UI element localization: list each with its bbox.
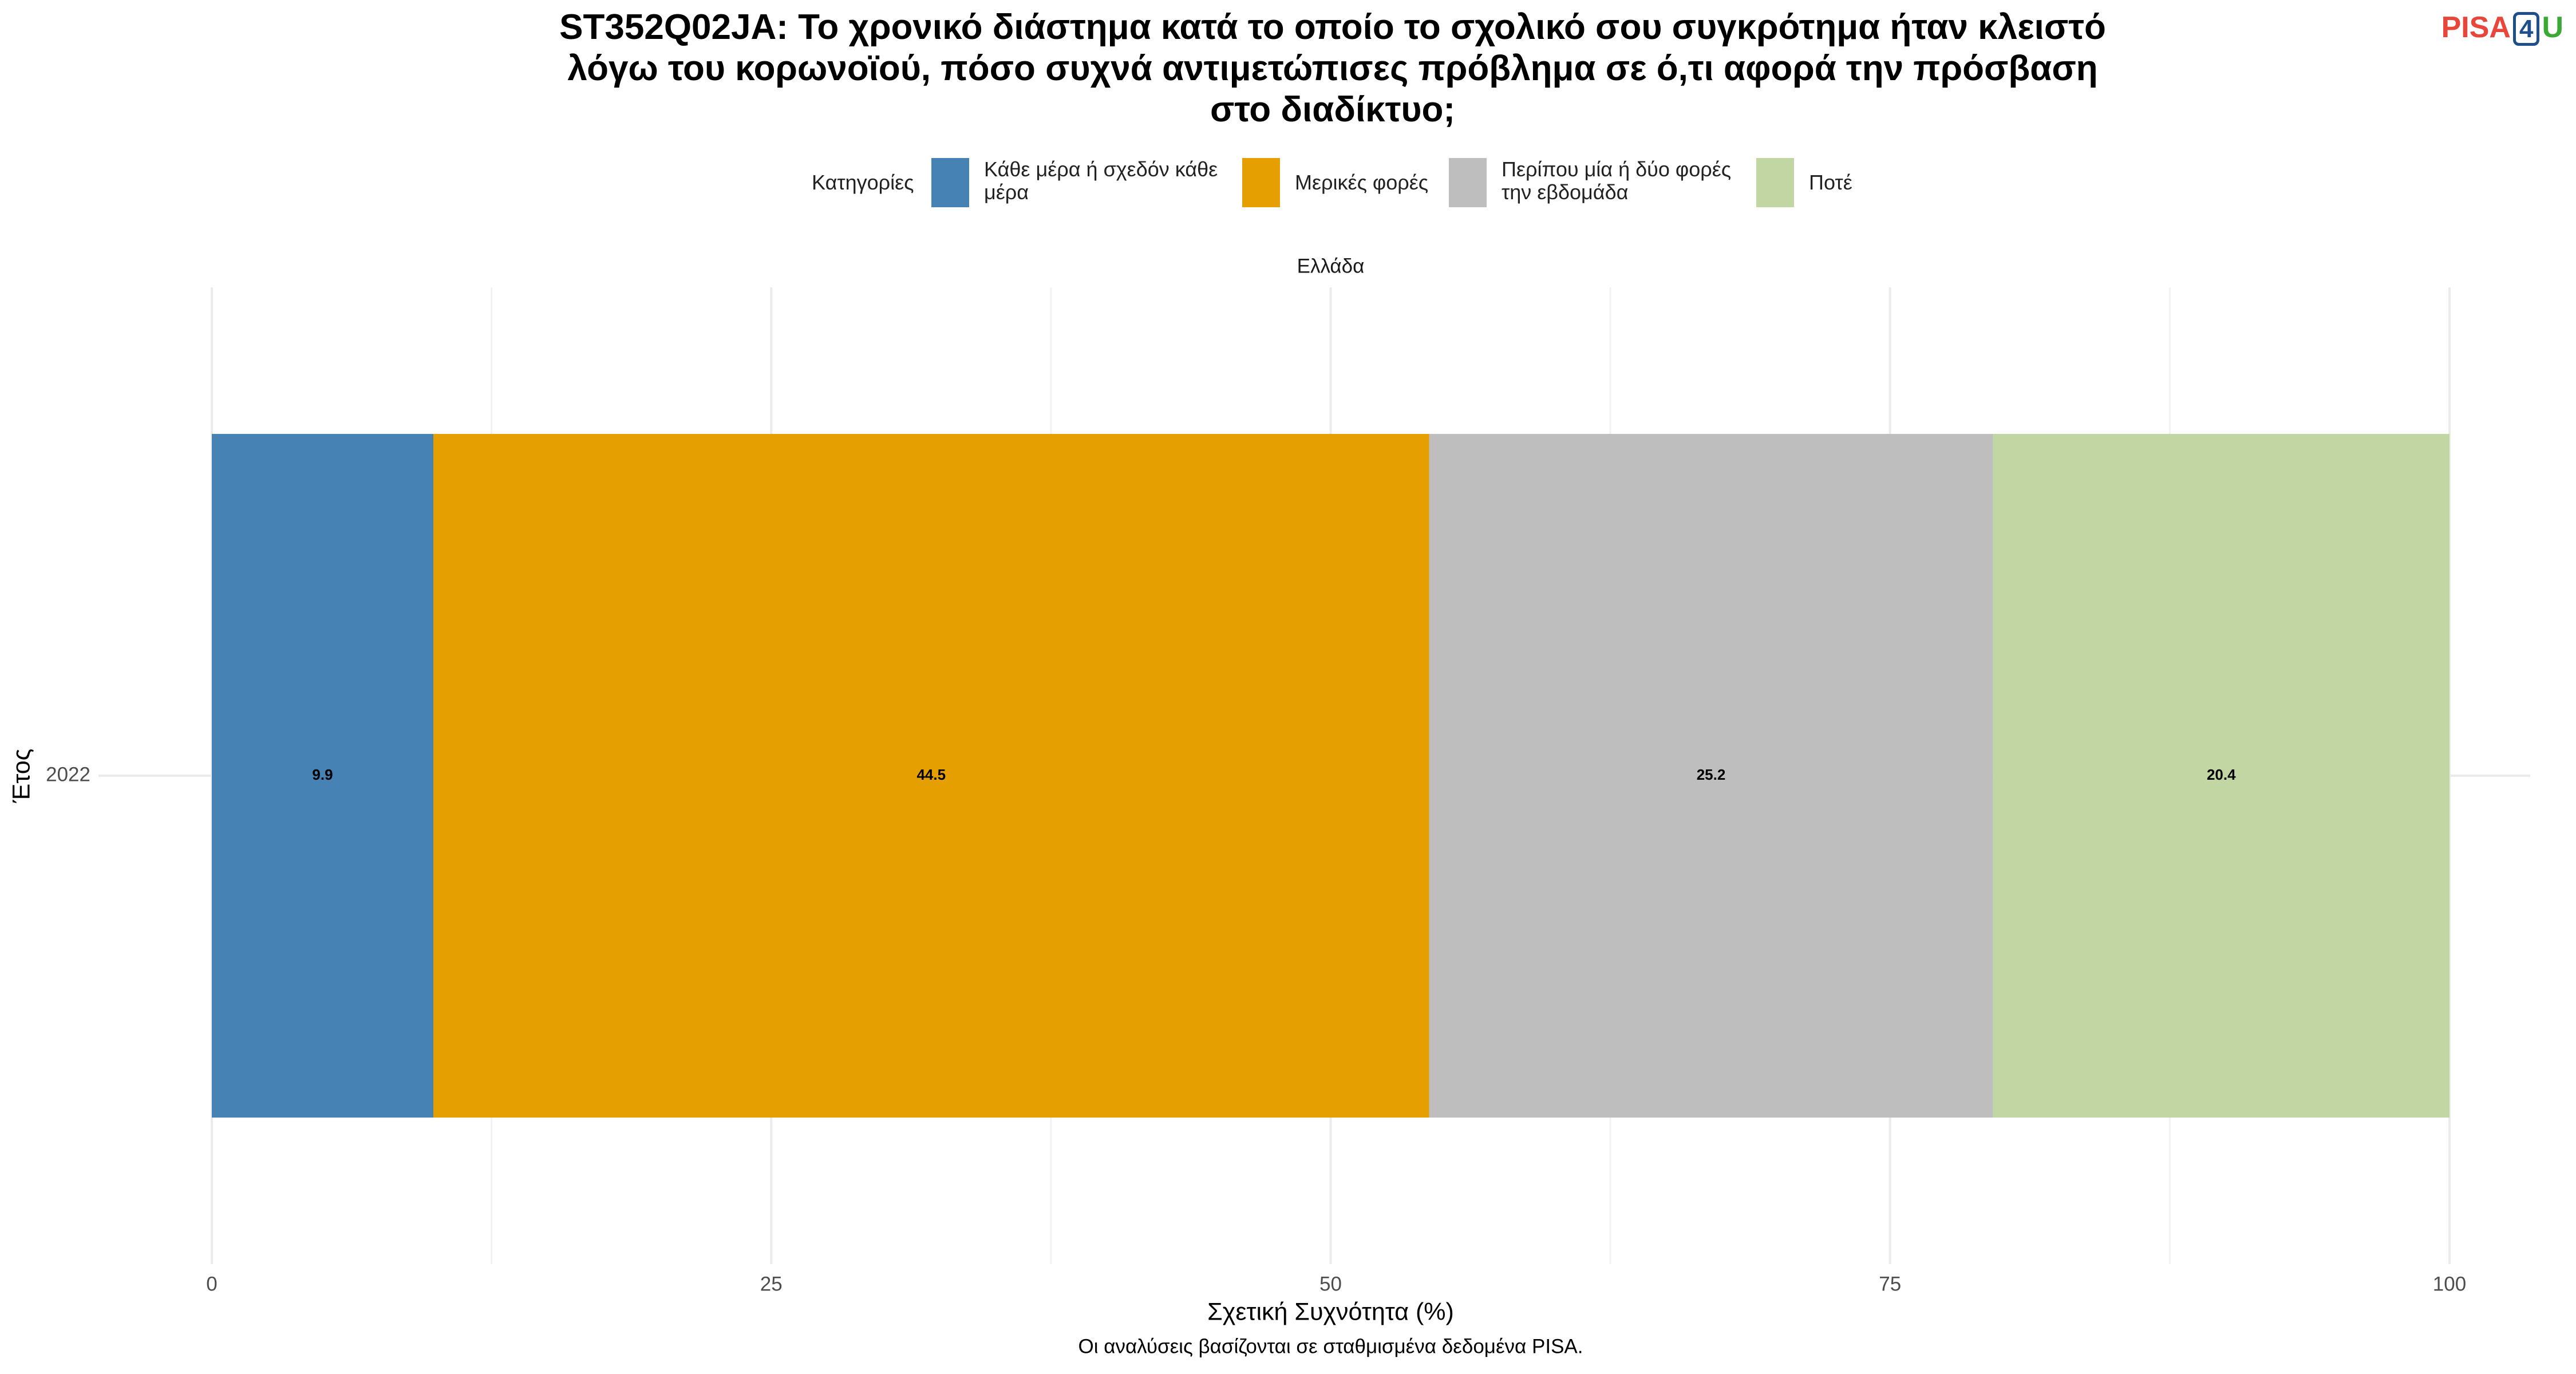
legend-key <box>1756 158 1794 207</box>
x-tick-label: 25 <box>760 1273 783 1295</box>
legend-label: Μερικές φορές <box>1295 171 1429 194</box>
x-tick-label: 100 <box>2433 1273 2466 1295</box>
data-label: 20.4 <box>2207 766 2236 783</box>
data-label: 44.5 <box>916 766 946 783</box>
data-label: 25.2 <box>1697 766 1726 783</box>
bar-segment <box>1429 433 1993 1118</box>
facet-label: Ελλάδα <box>1297 255 1365 277</box>
bar-segment <box>212 433 433 1118</box>
x-tick-label: 0 <box>206 1273 217 1295</box>
data-label: 9.9 <box>312 766 333 783</box>
logo-text: U <box>2542 11 2563 44</box>
caption: Οι αναλύσεις βασίζονται σε σταθμισμένα δ… <box>1078 1335 1583 1357</box>
legend-label: Περίπου μία ή δύο φορές την εβδομάδα <box>1502 157 1732 204</box>
x-tick-label: 75 <box>1879 1273 1901 1295</box>
legend-key <box>931 158 969 207</box>
legend-label: Ποτέ <box>1809 171 1852 194</box>
legend-key <box>1449 158 1487 207</box>
y-tick-label: 2022 <box>46 763 90 785</box>
logo: PISA 4 U <box>2441 10 2563 46</box>
legend-key <box>1242 158 1280 207</box>
x-tick-label: 50 <box>1319 1273 1342 1295</box>
logo-text: 4 <box>2512 12 2540 46</box>
chart-title: ST352Q02JA: Το χρονικό διάστημα κατά το … <box>559 7 2106 129</box>
legend-title: Κατηγορίες <box>812 171 914 194</box>
bar-segment <box>1993 433 2449 1118</box>
legend-label: Κάθε μέρα ή σχεδόν κάθε μέρα <box>984 157 1218 204</box>
logo-text: PISA <box>2441 11 2511 44</box>
bar-segment <box>433 433 1429 1118</box>
x-axis-title: Σχετική Συχνότητα (%) <box>1207 1298 1454 1325</box>
y-axis-title: Έτος <box>7 749 35 804</box>
